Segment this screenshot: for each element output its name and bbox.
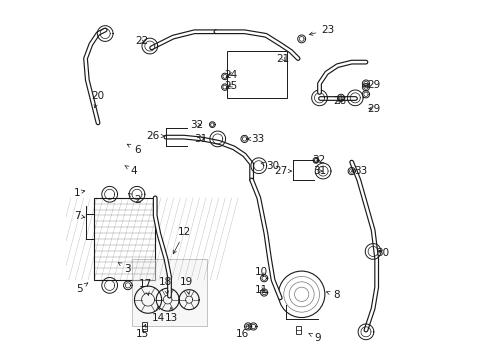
Text: 16: 16 xyxy=(236,325,249,339)
FancyBboxPatch shape xyxy=(132,258,206,327)
Text: 13: 13 xyxy=(164,307,178,323)
Text: 9: 9 xyxy=(308,333,320,343)
Text: 6: 6 xyxy=(127,144,140,155)
Text: 25: 25 xyxy=(224,81,237,91)
Text: 7: 7 xyxy=(74,211,84,221)
Text: 1: 1 xyxy=(74,188,84,198)
Text: 33: 33 xyxy=(247,134,264,144)
Bar xyxy=(142,322,147,331)
Text: 12: 12 xyxy=(173,227,191,254)
Text: 26: 26 xyxy=(146,131,165,141)
Text: 30: 30 xyxy=(261,161,279,171)
Text: 3: 3 xyxy=(118,262,130,274)
Text: 31: 31 xyxy=(193,134,206,144)
Text: 17: 17 xyxy=(138,279,151,295)
Text: 24: 24 xyxy=(224,69,237,80)
Text: 18: 18 xyxy=(158,277,171,294)
Bar xyxy=(295,326,300,334)
Text: 29: 29 xyxy=(364,80,380,90)
Text: 21: 21 xyxy=(276,54,289,64)
Text: 2: 2 xyxy=(128,193,140,204)
Text: 4: 4 xyxy=(125,166,137,176)
Text: 22: 22 xyxy=(135,36,148,46)
Text: 32: 32 xyxy=(190,120,203,130)
Text: 27: 27 xyxy=(274,166,291,176)
Text: 14: 14 xyxy=(151,306,164,323)
Text: 33: 33 xyxy=(351,166,367,176)
Text: 8: 8 xyxy=(326,290,339,300)
Bar xyxy=(226,51,287,98)
Text: 30: 30 xyxy=(375,248,388,258)
Text: 20: 20 xyxy=(91,91,104,108)
Text: 28: 28 xyxy=(332,96,346,107)
Text: 32: 32 xyxy=(311,156,324,165)
Text: 10: 10 xyxy=(255,267,268,277)
Text: 31: 31 xyxy=(312,166,325,176)
Text: 19: 19 xyxy=(180,277,193,294)
Text: 15: 15 xyxy=(135,324,148,339)
Text: 29: 29 xyxy=(366,104,380,113)
Text: 23: 23 xyxy=(309,25,334,35)
Text: 5: 5 xyxy=(76,283,88,294)
Text: 11: 11 xyxy=(255,285,268,295)
Bar xyxy=(94,198,155,280)
